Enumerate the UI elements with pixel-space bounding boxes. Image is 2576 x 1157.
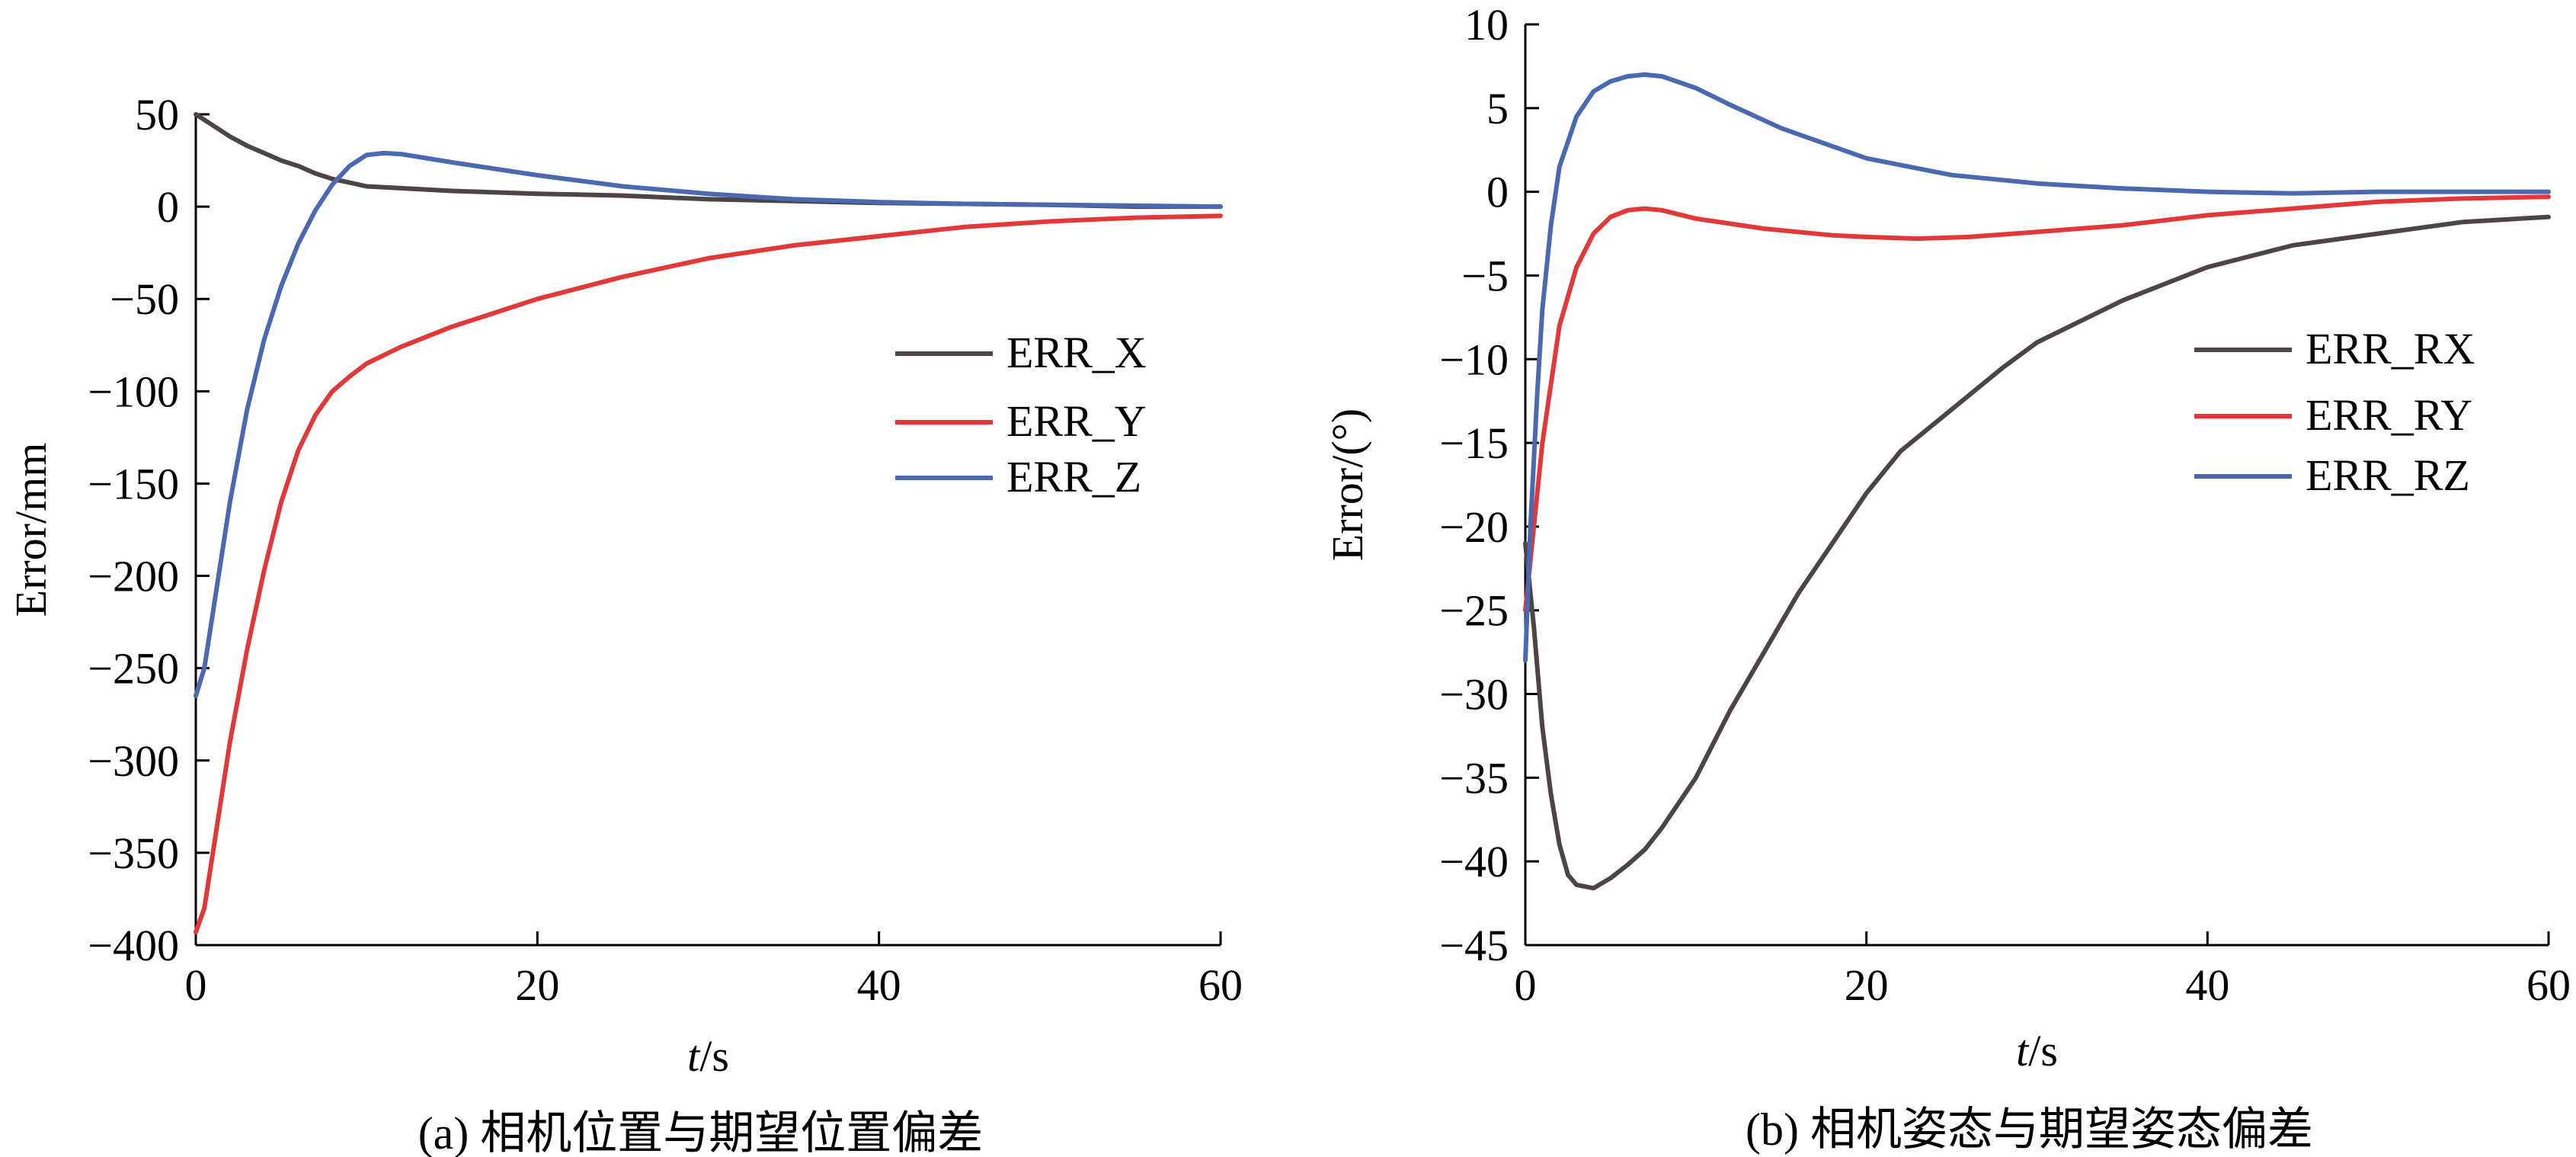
y-tick-label: −5 [1461,251,1509,300]
y-tick-label: −20 [1439,502,1509,552]
y-tick-label: −15 [1439,418,1509,468]
x-tick-label: 20 [1845,960,1889,1010]
x-tick-label: 40 [2185,960,2229,1010]
x-axis-title: t/s [687,1031,729,1081]
y-axis-title: Error/(°) [1323,409,1372,561]
legend-label-err-z: ERR_Z [1006,452,1141,502]
series-line-err-ry [1523,194,2551,613]
y-tick-label: −35 [1439,753,1509,803]
x-tick-label: 0 [185,960,207,1010]
y-tick-label: −45 [1439,921,1509,970]
panel-caption: (b) 相机姿态与期望姿态偏差 [1746,1104,2313,1155]
y-tick-label: −30 [1439,670,1509,720]
series-line-err-y [194,213,1223,934]
x-axis-title-variable: t [2016,1026,2030,1075]
legend-label-err-rz: ERR_RZ [2306,450,2470,500]
x-tick-label: 20 [515,960,559,1010]
x-tick-label: 60 [1198,960,1243,1010]
x-tick-label: 60 [2526,960,2571,1010]
x-axis-title-unit: /s [2028,1026,2058,1075]
x-axis-title-variable: t [687,1031,701,1081]
legend-label-err-ry: ERR_RY [2306,390,2472,440]
x-axis-title-unit: /s [699,1031,729,1081]
y-tick-label: 50 [135,90,179,139]
y-tick-label: −10 [1439,335,1509,384]
legend-label-err-x: ERR_X [1006,328,1147,377]
x-axis-title: t/s [2016,1026,2058,1075]
y-tick-label: −350 [88,828,179,878]
series-line-err-rz [1523,72,2551,663]
y-tick-label: −300 [88,736,179,786]
y-tick-label: 0 [1486,168,1509,217]
y-tick-label: 0 [157,182,179,232]
panel-caption: (a) 相机位置与期望位置偏差 [418,1108,984,1157]
series-line-err-z [194,150,1223,698]
y-tick-label: −25 [1439,586,1509,636]
y-tick-label: −250 [88,644,179,694]
y-axis-title: Error/mm [6,443,56,617]
x-tick-label: 0 [1515,960,1537,1010]
y-tick-label: −50 [110,274,179,324]
y-tick-label: −40 [1439,837,1509,886]
y-tick-label: 5 [1486,84,1509,133]
y-tick-label: −200 [88,552,179,601]
y-tick-label: −150 [88,459,179,508]
y-tick-label: −400 [88,921,179,970]
y-tick-label: −100 [88,367,179,416]
series-line-err-rx [1523,214,2551,891]
y-tick-label: 10 [1464,0,1509,50]
legend-label-err-y: ERR_Y [1006,396,1147,446]
x-tick-label: 40 [857,960,901,1010]
legend-label-err-rx: ERR_RX [2306,324,2475,373]
